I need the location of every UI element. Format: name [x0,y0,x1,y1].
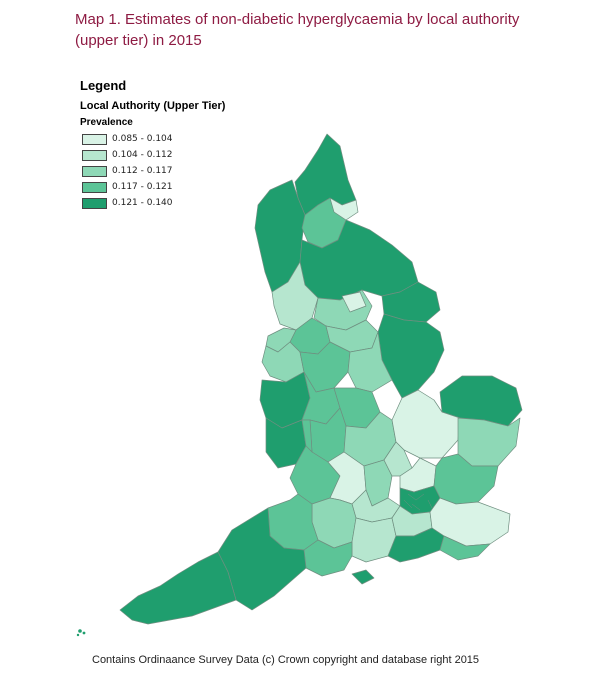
region-east-sussex [439,535,491,561]
legend-swatch [82,181,107,193]
legend-item: 0.104 - 0.112 [82,147,225,163]
legend-item: 0.112 - 0.117 [82,163,225,179]
legend-label: 0.085 - 0.104 [112,134,173,144]
legend-swatch [82,149,107,161]
legend-field: Prevalence [80,117,133,128]
legend-label: 0.112 - 0.117 [112,166,173,176]
legend-swatch [82,197,107,209]
legend: Legend Local Authority (Upper Tier) Prev… [80,78,225,211]
map-title: Map 1. Estimates of non-diabetic hypergl… [75,11,520,49]
copyright-note: Contains Ordinaance Survey Data (c) Crow… [92,654,480,666]
legend-item: 0.085 - 0.104 [82,131,225,147]
region-lancashire [271,261,319,331]
legend-item: 0.121 - 0.140 [82,195,225,211]
legend-items: 0.085 - 0.104 0.104 - 0.112 0.112 - 0.11… [82,131,225,211]
region-isle-of-wight [351,569,375,585]
legend-swatch [82,133,107,145]
legend-swatch [82,165,107,177]
isles-of-scilly [76,629,86,637]
legend-label: 0.104 - 0.112 [112,150,173,160]
region-lincolnshire [377,313,445,399]
legend-title: Legend [80,78,127,93]
region-nottinghamshire [347,331,393,393]
legend-label: 0.117 - 0.121 [112,182,173,192]
region-york [341,291,367,313]
region-dorset [303,539,353,577]
legend-label: 0.121 - 0.140 [112,198,173,208]
legend-item: 0.117 - 0.121 [82,179,225,195]
region-cornwall [119,551,237,625]
legend-subtitle: Local Authority (Upper Tier) [80,100,226,112]
region-tyne-wear [329,197,359,221]
region-suffolk [457,417,521,467]
